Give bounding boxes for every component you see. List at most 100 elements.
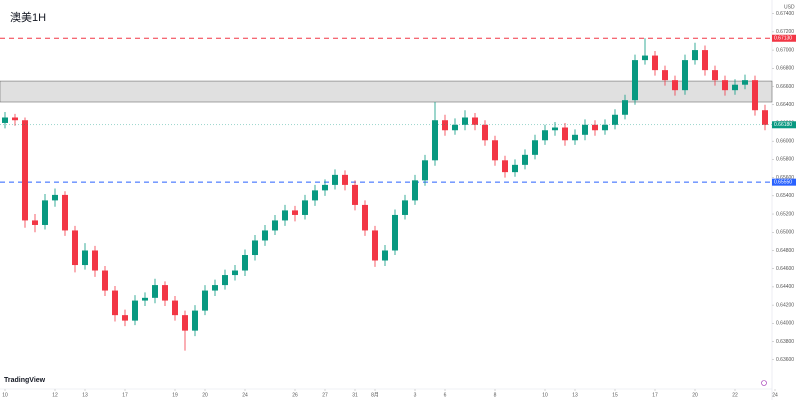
alert-icon[interactable] [761,380,767,386]
zone [0,80,773,103]
candle-body [172,300,178,316]
candle-body [482,124,488,141]
x-tick-label: 24 [772,392,778,398]
x-tick-label: 20 [202,392,208,398]
x-tick-label: 15 [612,392,618,398]
candle-body [582,124,588,135]
x-tick-label: 13 [82,392,88,398]
candle-body [622,100,628,115]
currency: USD [784,4,795,10]
candle-body [372,230,378,261]
candle-body [242,255,248,271]
candle-body [362,204,368,231]
candle-body [342,174,348,185]
candle-body [312,190,318,201]
candle-body [512,164,518,173]
x-tick-label: 10 [542,392,548,398]
candle-body [692,50,698,61]
candle-body [2,117,8,123]
logo[interactable]: TradingView [4,377,46,384]
candle-body [292,210,298,215]
candle-body [472,117,478,125]
candle-body [262,230,268,241]
candle-body [752,80,758,111]
candle-body [102,270,108,291]
candle-body [502,160,508,173]
x-tick-label: 8月 [371,392,379,398]
y-tick-label: 0.65200 [776,211,794,217]
candle-body [12,117,18,121]
x-tick-label: 6 [444,392,447,398]
price-line-label: 0.67130 [774,36,792,42]
candle-body [532,140,538,155]
candle-body [162,285,168,301]
candle-body [232,270,238,276]
candle-body [702,50,708,71]
candle-body [572,134,578,141]
chart-title: 澳美1H [10,11,46,24]
candle-body [602,124,608,131]
candle-body [132,300,138,321]
x-tick-label: 26 [292,392,298,398]
y-tick-label: 0.65600 [776,175,794,181]
x-tick-label: 31 [352,392,358,398]
y-tick-label: 0.65400 [776,193,794,199]
candle-body [22,120,28,221]
candle-body [422,160,428,181]
x-tick-label: 20 [692,392,698,398]
y-tick-label: 0.66400 [776,102,794,108]
candle-body [62,194,68,231]
y-tick-label: 0.63600 [776,357,794,363]
candle-body [332,174,338,185]
x-tick-label: 12 [52,392,58,398]
y-tick-label: 0.66000 [776,139,794,145]
y-tick-label: 0.65800 [776,157,794,163]
y-tick-label: 0.67200 [776,29,794,35]
candle-body [432,120,438,161]
x-tick-label: 10 [2,392,8,398]
x-tick-label: 8 [494,392,497,398]
y-tick-label: 0.64800 [776,248,794,254]
plot-area [0,37,773,351]
candle-body [122,315,128,321]
y-tick-label: 0.64200 [776,302,794,308]
y-tick-label: 0.64600 [776,266,794,272]
y-tick-label: 0.66800 [776,66,794,72]
candle-body [32,220,38,225]
candle-body [712,70,718,81]
x-tick-label: 3 [414,392,417,398]
y-tick-label: 0.64000 [776,321,794,327]
y-tick-label: 0.67000 [776,47,794,53]
candle-body [282,210,288,221]
candle-body [762,110,768,125]
candle-body [302,200,308,215]
candle-body [452,124,458,131]
y-tick-label: 0.67400 [776,11,794,17]
x-tick-label: 13 [572,392,578,398]
y-tick-label: 0.66600 [776,84,794,90]
candle-body [182,315,188,331]
x-tick-label: 17 [122,392,128,398]
candle-body [192,310,198,331]
candle-body [672,80,678,91]
candle-body [492,140,498,161]
price-line-label: 0.65550 [774,179,792,185]
candle-body [222,275,228,286]
candle-body [722,80,728,91]
candle-body [142,297,148,301]
candle-body [412,180,418,201]
candle-body [382,250,388,261]
candle-body [52,194,58,201]
candle-body [272,220,278,231]
candle-body [92,250,98,271]
candle-body [562,127,568,141]
candle-body [662,70,668,81]
candle-body [742,80,748,85]
candle-body [652,55,658,71]
candle-body [642,55,648,61]
price-line-tag [772,34,796,42]
candle-body [552,127,558,131]
candle-body [542,130,548,141]
